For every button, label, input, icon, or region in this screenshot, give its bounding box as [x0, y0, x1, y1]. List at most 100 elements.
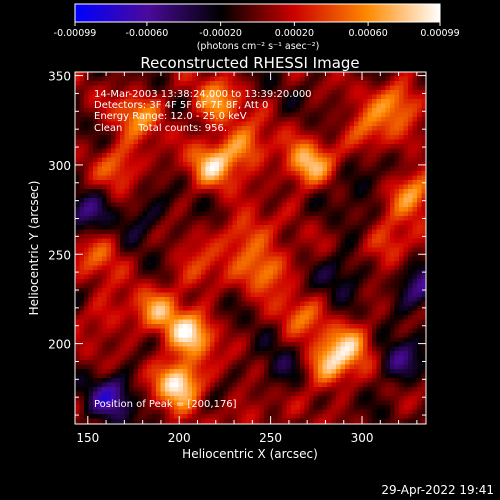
heatmap-cell [228, 342, 234, 348]
heatmap-cell [201, 351, 207, 357]
heatmap-cell [165, 301, 171, 307]
heatmap-cell [205, 342, 211, 348]
heatmap-cell [97, 288, 103, 294]
heatmap-cell [273, 99, 279, 105]
heatmap-cell [196, 175, 202, 181]
heatmap-cell [304, 112, 310, 118]
heatmap-cell [88, 256, 94, 262]
heatmap-cell [399, 193, 405, 199]
heatmap-cell [367, 175, 373, 181]
heatmap-cell [286, 175, 292, 181]
heatmap-cell [201, 243, 207, 249]
heatmap-cell [201, 72, 207, 78]
heatmap-cell [156, 76, 162, 82]
heatmap-cell [273, 130, 279, 136]
heatmap-cell [201, 279, 207, 285]
heatmap-cell [309, 207, 315, 213]
heatmap-cell [372, 216, 378, 222]
heatmap-cell [165, 153, 171, 159]
heatmap-cell [201, 324, 207, 330]
heatmap-cell [421, 72, 426, 78]
heatmap-cell [381, 162, 387, 168]
heatmap-cell [295, 229, 301, 235]
heatmap-cell [358, 162, 364, 168]
heatmap-cell [376, 333, 382, 339]
heatmap-cell [111, 247, 117, 253]
heatmap-cell [102, 76, 108, 82]
heatmap-cell [394, 225, 400, 231]
heatmap-cell [201, 94, 207, 100]
heatmap-cell [372, 342, 378, 348]
heatmap-cell [75, 103, 81, 109]
heatmap-cell [381, 315, 387, 321]
heatmap-cell [228, 130, 234, 136]
heatmap-cell [84, 139, 90, 145]
heatmap-cell [169, 220, 175, 226]
heatmap-cell [133, 81, 139, 87]
heatmap-cell [183, 207, 189, 213]
heatmap-cell [201, 184, 207, 190]
heatmap-cell [88, 99, 94, 105]
heatmap-cell [187, 144, 193, 150]
heatmap-cell [277, 292, 283, 298]
heatmap-cell [142, 310, 148, 316]
heatmap-cell [246, 337, 252, 343]
heatmap-cell [219, 238, 225, 244]
heatmap-cell [93, 319, 99, 325]
heatmap-cell [214, 171, 220, 177]
heatmap-cell [327, 166, 333, 172]
heatmap-cell [174, 85, 180, 91]
heatmap-cell [124, 252, 130, 258]
heatmap-cell [340, 171, 346, 177]
heatmap-cell [142, 225, 148, 231]
heatmap-cell [232, 85, 238, 91]
heatmap-cell [75, 94, 81, 100]
heatmap-cell [97, 139, 103, 145]
heatmap-cell [133, 319, 139, 325]
heatmap-cell [277, 103, 283, 109]
heatmap-cell [183, 324, 189, 330]
heatmap-cell [358, 265, 364, 271]
heatmap-cell [142, 292, 148, 298]
heatmap-cell [381, 198, 387, 204]
heatmap-cell [228, 265, 234, 271]
heatmap-cell [421, 117, 426, 123]
heatmap-cell [196, 139, 202, 145]
heatmap-cell [241, 72, 247, 78]
heatmap-cell [201, 193, 207, 199]
heatmap-cell [115, 288, 121, 294]
heatmap-cell [300, 202, 306, 208]
heatmap-cell [160, 126, 166, 132]
heatmap-cell [165, 265, 171, 271]
heatmap-cell [129, 346, 135, 352]
heatmap-cell [192, 252, 198, 258]
heatmap-cell [367, 292, 373, 298]
heatmap-cell [295, 162, 301, 168]
heatmap-cell [214, 157, 220, 163]
heatmap-cell [192, 103, 198, 109]
heatmap-cell [304, 85, 310, 91]
heatmap-cell [165, 175, 171, 181]
heatmap-cell [187, 301, 193, 307]
heatmap-cell [169, 76, 175, 82]
heatmap-cell [120, 283, 126, 289]
heatmap-cell [286, 76, 292, 82]
heatmap-cell [106, 207, 112, 213]
heatmap-cell [151, 207, 157, 213]
heatmap-cell [241, 265, 247, 271]
heatmap-cell [214, 247, 220, 253]
heatmap-cell [376, 99, 382, 105]
heatmap-cell [93, 108, 99, 114]
heatmap-cell [250, 355, 256, 361]
heatmap-cell [75, 121, 81, 127]
heatmap-cell [304, 121, 310, 127]
heatmap-cell [300, 157, 306, 163]
heatmap-cell [93, 175, 99, 181]
heatmap-cell [259, 283, 265, 289]
heatmap-cell [106, 319, 112, 325]
heatmap-cell [196, 333, 202, 339]
heatmap-cell [286, 288, 292, 294]
heatmap-cell [385, 310, 391, 316]
heatmap-cell [79, 310, 85, 316]
heatmap-cell [412, 324, 418, 330]
